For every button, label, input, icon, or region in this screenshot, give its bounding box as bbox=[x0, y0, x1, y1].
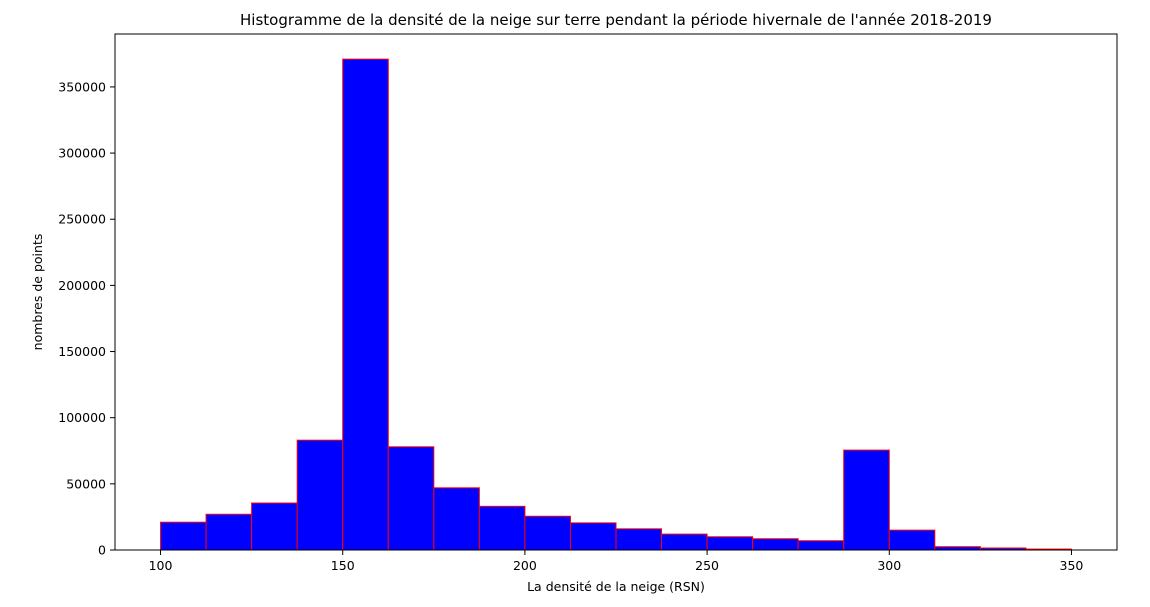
chart-title: Histogramme de la densité de la neige su… bbox=[240, 11, 992, 29]
y-tick-label: 300000 bbox=[58, 146, 106, 161]
histogram-bar bbox=[387, 446, 435, 551]
x-tick-label: 250 bbox=[695, 558, 719, 573]
histogram-bar bbox=[569, 522, 617, 551]
y-tick-label: 50000 bbox=[66, 476, 106, 491]
y-tick-label: 100000 bbox=[58, 410, 106, 425]
y-tick-label: 350000 bbox=[58, 79, 106, 94]
x-tick-label: 300 bbox=[877, 558, 901, 573]
y-axis-ticks: 0 50000 100000 150000 200000 250000 300000 3500… bbox=[58, 79, 115, 558]
histogram-bar bbox=[251, 502, 298, 551]
histogram-bar bbox=[160, 521, 207, 551]
histogram-bar bbox=[706, 536, 754, 551]
x-tick-label: 200 bbox=[513, 558, 537, 573]
x-tick-label: 150 bbox=[331, 558, 355, 573]
histogram-bar bbox=[615, 528, 663, 551]
y-tick-label: 200000 bbox=[58, 278, 106, 293]
histogram-bar bbox=[433, 487, 480, 551]
histogram-bar bbox=[752, 538, 799, 551]
histogram-bar bbox=[478, 505, 526, 551]
y-tick-label: 0 bbox=[98, 543, 106, 558]
histogram-bar bbox=[524, 515, 571, 551]
axes-frame bbox=[114, 33, 1118, 551]
histogram-bar bbox=[797, 540, 845, 551]
y-tick-label: 150000 bbox=[58, 344, 106, 359]
histogram-bar bbox=[661, 533, 708, 551]
bars-group bbox=[160, 58, 1072, 551]
x-axis-label: La densité de la neige (RSN) bbox=[527, 579, 705, 594]
histogram-bar bbox=[205, 513, 253, 551]
x-axis-ticks: 100 150 200 250 300 350 bbox=[149, 550, 1084, 573]
y-axis-label: nombres de points bbox=[30, 234, 45, 351]
histogram-bar bbox=[888, 529, 936, 551]
histogram-bar bbox=[296, 439, 344, 551]
histogram-bar bbox=[843, 449, 890, 551]
y-tick-label: 250000 bbox=[58, 212, 106, 227]
histogram-bar bbox=[342, 58, 389, 551]
x-tick-label: 100 bbox=[149, 558, 173, 573]
x-tick-label: 350 bbox=[1060, 558, 1084, 573]
